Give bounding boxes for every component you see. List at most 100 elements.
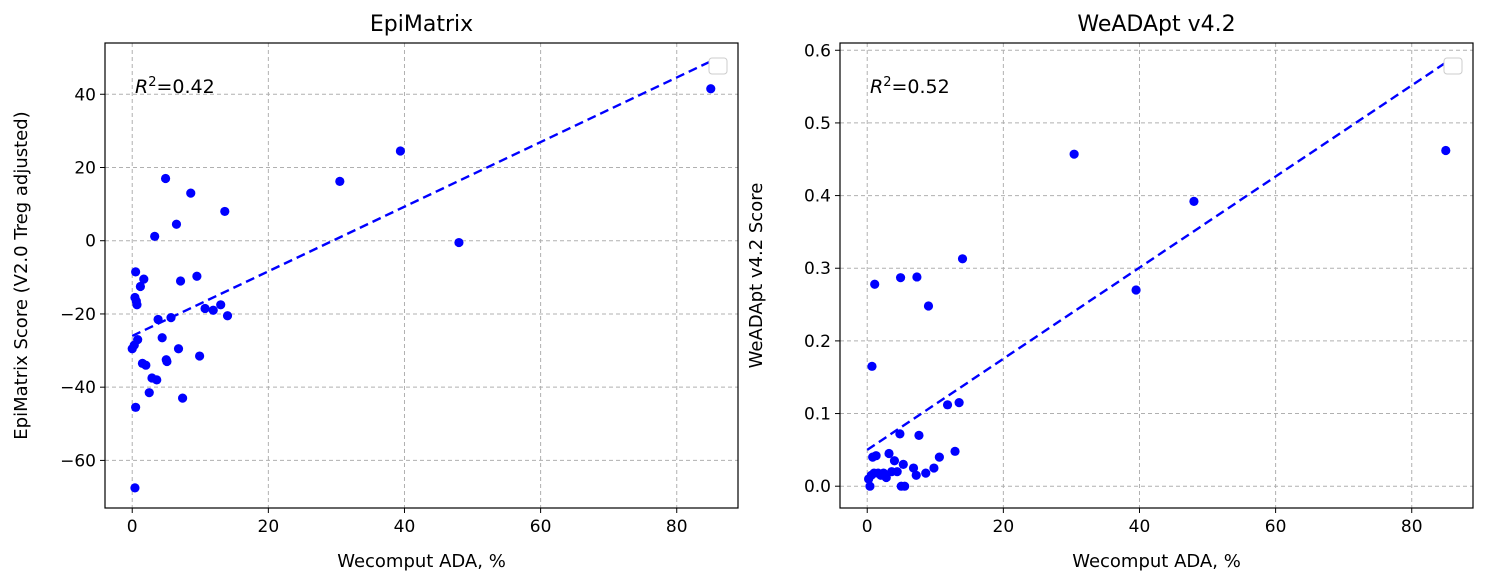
data-point [130, 483, 140, 493]
y-axis-label: EpiMatrix Score (V2.0 Treg adjusted) [11, 111, 32, 439]
trend-line [131, 60, 712, 337]
data-point [132, 300, 142, 310]
x-tick-label: 40 [1129, 517, 1151, 537]
data-point [1441, 145, 1451, 156]
data-point [171, 219, 182, 229]
grid [105, 43, 738, 508]
y-tick-label: −60 [60, 451, 96, 471]
data-point [177, 393, 188, 403]
data-point [912, 272, 922, 282]
y-tick-label: 0.0 [804, 477, 831, 497]
r-squared-prefix: R [870, 76, 883, 98]
x-tick-label: 80 [666, 517, 688, 537]
data-point [150, 231, 160, 241]
trend-line [866, 61, 1447, 451]
data-point [934, 452, 944, 462]
chart-title: WeADApt v4.2 [1077, 12, 1235, 37]
data-point [335, 176, 345, 187]
y-tick-label: 40 [74, 85, 96, 105]
plot-frame [104, 42, 739, 509]
grid [840, 43, 1473, 508]
data-point [954, 398, 964, 408]
y-axis-label: WeADApt v4.2 Score [746, 183, 767, 369]
y-tick-label: 20 [74, 158, 96, 178]
y-tick-label: 0.2 [804, 332, 831, 352]
data-point [152, 375, 162, 385]
data-point [865, 481, 875, 491]
panel-epimatrix: EpiMatrix 0 20 40 60 80 −60 −40 −20 0 20 40 R2=0.4… [11, 12, 739, 572]
data-point [133, 334, 143, 345]
data-point [911, 470, 921, 480]
data-point [908, 463, 919, 473]
data-point [160, 173, 171, 184]
y-tick-label: 0.1 [804, 405, 831, 425]
data-point [222, 311, 233, 321]
data-point [914, 430, 924, 440]
data-point [921, 468, 931, 478]
y-tick-label: 0.6 [804, 41, 831, 61]
data-point [1189, 196, 1199, 206]
data-point [173, 344, 184, 354]
data-point [195, 351, 205, 361]
data-point [144, 388, 154, 398]
data-point [208, 305, 218, 315]
y-tick-label: −20 [60, 305, 96, 325]
data-point [895, 273, 906, 283]
x-tick-label: 40 [394, 517, 416, 537]
x-axis-label: Wecomput ADA, % [337, 551, 506, 572]
x-tick-label: 0 [862, 517, 873, 537]
r-squared-prefix: R [135, 76, 148, 98]
data-point [139, 274, 149, 284]
data-point [166, 313, 176, 323]
chart-title: EpiMatrix [370, 12, 473, 37]
x-tick-label: 80 [1401, 517, 1423, 537]
data-point [889, 456, 900, 466]
data-point [923, 301, 934, 311]
data-point [216, 300, 226, 310]
x-tick-label: 60 [1265, 517, 1287, 537]
data-point [950, 446, 960, 456]
data-points [127, 84, 716, 493]
x-tick-label: 20 [258, 517, 280, 537]
data-point [192, 271, 202, 281]
data-point [867, 361, 877, 371]
data-point [395, 146, 405, 156]
plot-frame [839, 42, 1474, 509]
data-point [870, 279, 880, 289]
data-point [135, 281, 145, 292]
data-point [220, 206, 230, 217]
data-point [157, 333, 167, 343]
x-tick-label: 20 [993, 517, 1015, 537]
data-point [957, 254, 968, 264]
data-point [942, 400, 953, 410]
data-point [153, 314, 163, 325]
y-tick-label: 0.5 [804, 114, 831, 134]
data-points [863, 145, 1451, 491]
y-tick-label: 0 [85, 232, 96, 252]
y-tick-label: −40 [60, 378, 96, 398]
data-point [131, 267, 141, 277]
data-point [454, 237, 464, 248]
panel-weadapt: WeADApt v4.2 0 20 40 60 80 0.0 0.1 0.2 0.3 0.4 0.5… [746, 12, 1474, 572]
r-squared-value: =0.42 [156, 76, 214, 98]
data-point [141, 360, 151, 370]
data-point [1131, 285, 1141, 295]
data-point [162, 356, 172, 367]
ticks: 0 20 40 60 80 0.0 0.1 0.2 0.3 0.4 0.5 0.6 [804, 41, 1423, 537]
r-squared-annotation: R2=0.42 [135, 75, 215, 99]
data-point [929, 463, 939, 473]
legend-box [1443, 57, 1463, 75]
data-point [1069, 149, 1079, 159]
x-axis-label: Wecomput ADA, % [1072, 551, 1241, 572]
data-point [131, 402, 141, 412]
data-point [186, 188, 196, 198]
data-point [892, 467, 902, 477]
r-squared-superscript: 2 [883, 75, 891, 90]
data-point [881, 472, 891, 483]
data-point [706, 84, 716, 94]
data-point [895, 429, 905, 439]
ticks: 0 20 40 60 80 −60 −40 −20 0 20 40 [60, 85, 687, 537]
data-point [884, 448, 894, 459]
legend-box [708, 57, 728, 75]
